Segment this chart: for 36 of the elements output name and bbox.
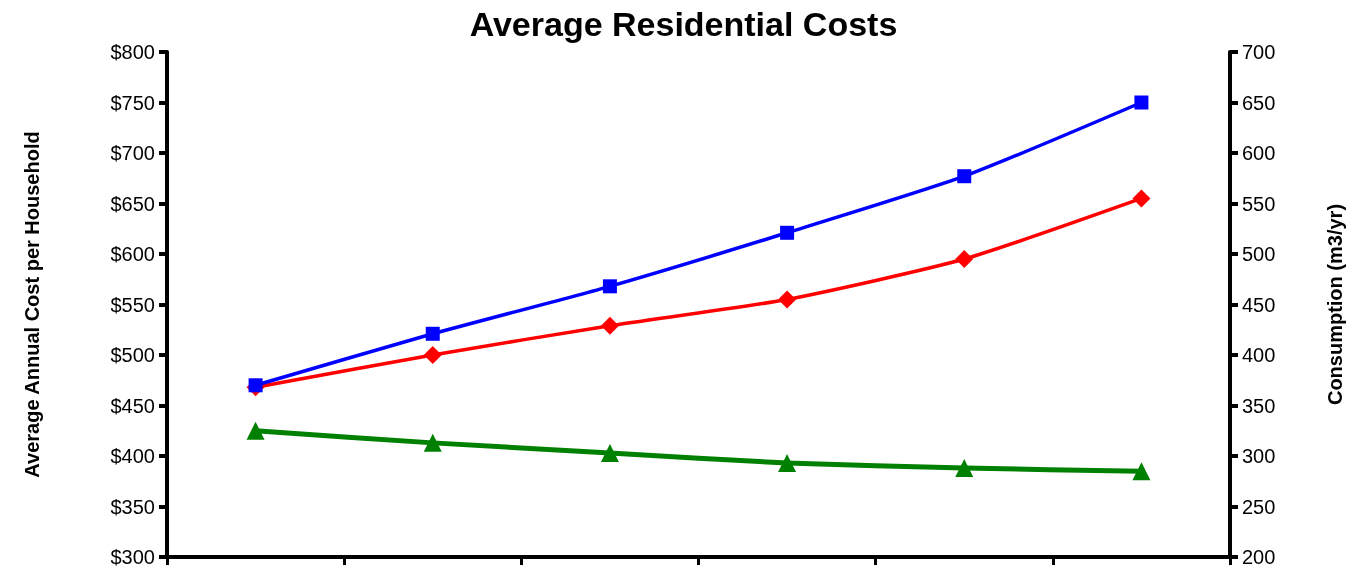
y-tick-label: $550 — [110, 293, 155, 316]
point — [778, 290, 797, 309]
point — [248, 378, 263, 393]
y-tick-label: $450 — [110, 394, 155, 417]
y2-tick-label: 600 — [1242, 142, 1276, 164]
y-tick-label: $400 — [110, 445, 155, 467]
y2-tick-label: 550 — [1242, 192, 1276, 215]
y-tick-label: $300 — [110, 546, 155, 568]
y-tick-label: $500 — [110, 344, 155, 366]
y2-tick-label: 700 — [1242, 41, 1276, 63]
y2-tick-label: 500 — [1242, 243, 1276, 265]
y2-tick-label: 200 — [1242, 546, 1276, 568]
point — [780, 225, 795, 240]
y-tick-label: $700 — [110, 142, 155, 164]
y2-tick-label: 350 — [1242, 394, 1276, 417]
y2-tick-label: 250 — [1242, 495, 1276, 518]
y-axis-title: Average Annual Cost per Household — [21, 131, 43, 478]
y-tick-label: $350 — [110, 495, 155, 518]
y2-axis-title: Consumption (m3/yr) — [1324, 203, 1346, 406]
y-tick-label: $800 — [110, 41, 155, 63]
y2-tick-label: 650 — [1242, 91, 1276, 114]
y2-tick-label: 400 — [1242, 344, 1276, 366]
y-tick-label: $750 — [110, 91, 155, 114]
point — [600, 316, 619, 335]
chart-title: Average Residential Costs — [469, 5, 898, 43]
point — [425, 326, 440, 341]
point — [955, 250, 974, 269]
point — [423, 346, 442, 364]
y2-tick-label: 300 — [1242, 445, 1276, 467]
y-tick-label: $650 — [110, 192, 155, 215]
y-tick-label: $600 — [110, 243, 155, 265]
point — [957, 169, 972, 184]
point — [602, 279, 617, 294]
point — [1132, 189, 1151, 208]
point — [1134, 95, 1149, 110]
y2-tick-label: 450 — [1242, 293, 1276, 316]
